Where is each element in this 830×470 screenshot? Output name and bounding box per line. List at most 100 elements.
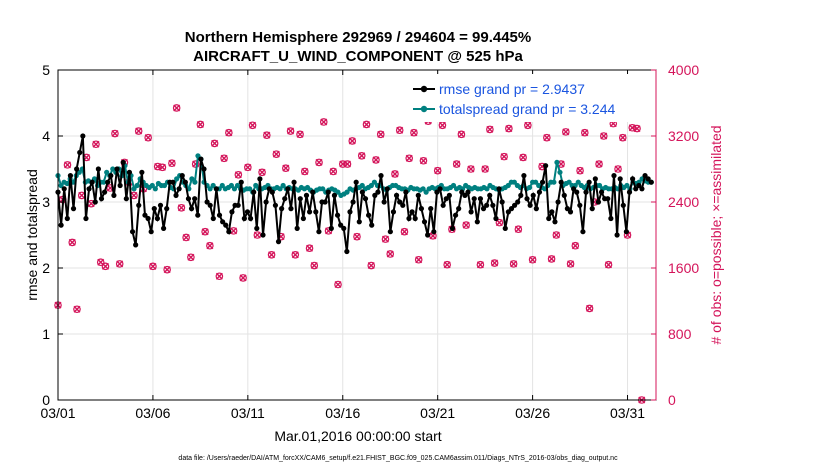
obs-assimilated-point xyxy=(514,225,522,233)
series-point-rmse xyxy=(303,192,310,198)
series-point-rmse xyxy=(499,199,505,205)
obs-possible-point xyxy=(177,203,186,212)
obs-possible-point xyxy=(244,163,252,172)
obs-assimilated-point xyxy=(372,156,380,164)
series-point-rmse xyxy=(310,189,316,195)
series-point-spread xyxy=(207,186,213,192)
series-point-rmse xyxy=(70,206,77,212)
series-point-rmse xyxy=(220,219,226,225)
series-point-rmse xyxy=(213,186,220,192)
obs-assimilated-point xyxy=(329,167,337,175)
legend-marker-spread xyxy=(420,105,428,113)
series-point-spread xyxy=(131,186,137,192)
obs-possible-point xyxy=(505,124,513,133)
series-point-rmse xyxy=(238,179,244,185)
x-tick-label: 03/26 xyxy=(515,405,550,421)
series-point-spread xyxy=(228,182,235,189)
obs-assimilated-point xyxy=(548,255,556,263)
obs-assimilated-point xyxy=(220,154,228,162)
series-point-rmse xyxy=(543,163,549,169)
series-point-rmse xyxy=(179,173,185,179)
series-point-rmse xyxy=(111,192,117,198)
obs-assimilated-point xyxy=(315,158,323,166)
obs-possible-point xyxy=(310,261,319,270)
obs-possible-point xyxy=(514,225,523,234)
series-point-spread xyxy=(554,159,560,165)
legend-label-rmse: rmse grand pr = 2.9437 xyxy=(439,81,585,97)
series-point-rmse xyxy=(347,209,353,215)
series-point-spread xyxy=(192,179,198,185)
right-y-tick-label: 1600 xyxy=(668,260,699,276)
obs-possible-point xyxy=(144,133,152,142)
series-point-rmse xyxy=(425,232,431,238)
obs-assimilated-point xyxy=(586,304,594,312)
series-lines xyxy=(55,133,654,255)
obs-possible-point xyxy=(414,255,423,264)
series-point-rmse xyxy=(428,206,434,212)
series-point-spread xyxy=(189,176,195,182)
series-point-rmse xyxy=(440,202,446,208)
obs-assimilated-point xyxy=(263,131,271,139)
obs-possible-point xyxy=(438,121,447,130)
obs-possible-point xyxy=(519,153,527,162)
series-point-spread xyxy=(566,179,572,185)
obs-possible-point xyxy=(182,233,190,242)
obs-assimilated-point xyxy=(320,118,328,126)
series-point-rmse xyxy=(558,179,564,185)
obs-possible-point xyxy=(457,130,466,139)
obs-assimilated-point xyxy=(149,262,157,270)
obs-possible-point xyxy=(509,260,518,268)
obs-assimilated-point xyxy=(206,242,214,250)
series-point-rmse xyxy=(300,215,306,222)
series-point-rmse xyxy=(260,232,266,238)
obs-possible-point xyxy=(410,128,418,137)
series-point-rmse xyxy=(533,206,539,212)
series-point-rmse xyxy=(589,206,595,212)
series-point-rmse xyxy=(241,215,247,222)
obs-possible-point xyxy=(433,166,442,175)
x-axis-label: Mar.01,2016 00:00:00 start xyxy=(274,428,441,444)
y-tick-label: 1 xyxy=(42,326,50,342)
series-point-rmse xyxy=(462,192,468,198)
series-point-rmse xyxy=(555,199,561,205)
series-point-spread xyxy=(359,182,365,189)
series-point-rmse xyxy=(136,202,142,208)
series-point-rmse xyxy=(459,189,465,195)
series-point-rmse xyxy=(446,192,452,198)
series-point-spread xyxy=(219,182,225,189)
series-point-rmse xyxy=(356,219,362,225)
obs-assimilated-point xyxy=(552,231,560,239)
obs-assimilated-point xyxy=(358,152,366,160)
series-point-rmse xyxy=(561,192,567,198)
obs-assimilated-point xyxy=(163,266,171,274)
obs-possible-point xyxy=(362,120,371,129)
series-point-rmse xyxy=(421,219,428,225)
obs-assimilated-point xyxy=(68,238,76,246)
obs-assimilated-point xyxy=(438,121,446,129)
series-point-rmse xyxy=(269,189,275,195)
series-point-rmse xyxy=(586,179,592,185)
series-point-spread xyxy=(149,182,155,189)
obs-assimilated-point xyxy=(619,134,627,142)
legend-marker-rmse xyxy=(420,85,428,93)
series-point-rmse xyxy=(564,206,570,212)
obs-possible-point xyxy=(111,129,119,138)
obs-assimilated-point xyxy=(614,165,622,173)
series-point-rmse xyxy=(247,215,254,222)
series-point-rmse xyxy=(605,196,611,202)
series-point-rmse xyxy=(229,209,235,215)
obs-possible-point xyxy=(581,128,589,137)
y-tick-label: 3 xyxy=(42,194,50,210)
obs-assimilated-point xyxy=(381,235,389,243)
series-point-rmse xyxy=(285,186,291,192)
series-point-rmse xyxy=(546,215,552,222)
obs-assimilated-point xyxy=(334,281,342,288)
obs-assimilated-point xyxy=(249,121,257,129)
series-point-rmse xyxy=(89,179,95,185)
obs-possible-point xyxy=(372,156,380,164)
series-point-rmse xyxy=(636,182,642,189)
series-point-rmse xyxy=(403,189,409,195)
obs-assimilated-point xyxy=(111,130,119,138)
obs-assimilated-point xyxy=(282,164,290,172)
series-point-rmse xyxy=(350,199,356,205)
